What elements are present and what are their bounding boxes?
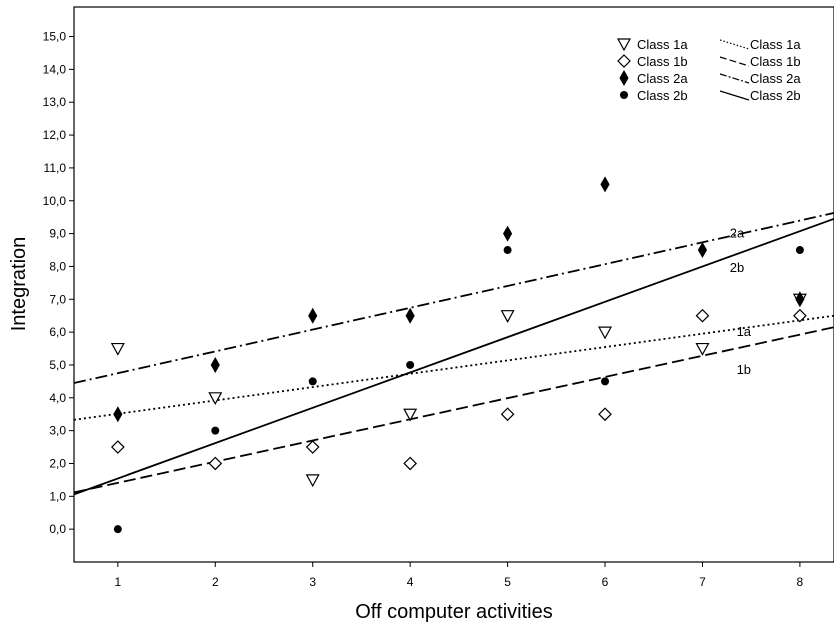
fit-line-2b xyxy=(73,217,834,496)
legend-marker-class-2a xyxy=(619,69,629,87)
legend-line-2a xyxy=(719,73,750,84)
point-class-2b xyxy=(601,377,610,386)
y-tick-label: 15,0 xyxy=(43,30,67,44)
point-class-2b xyxy=(406,360,415,369)
point-class-2b xyxy=(795,246,804,255)
y-axis: 0,0 1,0 2,0 3,0 4,0 5,0 6,0 7,0 8,0 9,0 10,0 11,0 12… xyxy=(43,30,74,536)
point-class-2b xyxy=(211,426,220,435)
fit-line-label-2b: 2b xyxy=(730,260,744,275)
fit-line-label-1a: 1a xyxy=(737,324,752,339)
y-tick-label: 9,0 xyxy=(49,227,66,241)
fit-line-label-2a: 2a xyxy=(730,226,745,241)
fit-line-label-1b: 1b xyxy=(737,362,751,377)
y-tick-label: 5,0 xyxy=(49,358,66,372)
y-tick-label: 4,0 xyxy=(49,391,66,405)
legend-line-label: Class 2b xyxy=(750,88,801,103)
plot-frame xyxy=(73,6,834,563)
y-tick-label: 0,0 xyxy=(49,522,66,536)
point-class-2a xyxy=(308,307,318,324)
fit-line-labels: 1a 1b 2a 2b xyxy=(730,226,752,377)
data-points xyxy=(110,176,807,534)
point-class-1b xyxy=(598,407,612,422)
legend-label: Class 2b xyxy=(637,88,688,103)
legend-label: Class 1a xyxy=(637,37,688,52)
legend-line-label: Class 2a xyxy=(750,71,801,86)
y-tick-label: 1,0 xyxy=(49,489,66,503)
legend-marker-class-2b xyxy=(620,91,628,99)
y-tick-label: 12,0 xyxy=(43,128,67,142)
fit-lines xyxy=(73,212,834,496)
legend-line-label: Class 1a xyxy=(750,37,801,52)
x-tick-label: 6 xyxy=(602,575,609,589)
point-class-2a xyxy=(210,356,220,373)
point-class-1a xyxy=(403,408,418,422)
y-tick-label: 8,0 xyxy=(49,259,66,273)
legend-line-1a xyxy=(719,39,750,50)
y-tick-label: 10,0 xyxy=(43,194,67,208)
y-tick-label: 2,0 xyxy=(49,456,66,470)
point-class-1a xyxy=(500,310,515,323)
y-tick-label: 14,0 xyxy=(43,62,67,76)
point-class-1a xyxy=(110,342,125,356)
point-class-1b xyxy=(110,440,125,454)
point-class-2a xyxy=(113,406,123,423)
point-class-2a xyxy=(795,291,805,308)
point-class-1b xyxy=(695,308,710,323)
x-tick-label: 1 xyxy=(115,575,122,589)
point-class-1a xyxy=(598,326,613,340)
y-tick-label: 6,0 xyxy=(49,325,66,339)
y-tick-label: 11,0 xyxy=(44,161,67,175)
y-tick-label: 13,0 xyxy=(43,95,67,109)
point-class-1b xyxy=(208,456,223,471)
point-class-1b xyxy=(500,407,515,422)
x-tick-label: 4 xyxy=(407,575,414,589)
point-class-2a xyxy=(405,307,415,324)
y-axis-title: Integration xyxy=(8,237,30,332)
y-tick-label: 7,0 xyxy=(49,292,66,306)
point-class-2b xyxy=(113,525,122,534)
point-class-1b xyxy=(305,440,320,454)
legend-line-1b xyxy=(719,56,750,67)
point-class-2b xyxy=(503,246,512,255)
x-tick-label: 5 xyxy=(504,575,511,589)
x-tick-label: 7 xyxy=(699,575,706,589)
x-tick-label: 3 xyxy=(309,575,316,589)
legend-marker-class-1a xyxy=(616,38,632,52)
point-class-2a xyxy=(503,225,513,242)
x-tick-label: 2 xyxy=(212,575,219,589)
legend-line-2b xyxy=(719,90,750,101)
fit-line-1a xyxy=(73,314,834,421)
point-class-1a xyxy=(695,342,710,356)
point-class-1a xyxy=(305,474,320,488)
x-axis-title: Off computer activities xyxy=(355,601,552,623)
legend-label: Class 2a xyxy=(637,71,688,86)
fit-line-2a xyxy=(73,212,834,384)
fit-line-1b xyxy=(73,326,834,494)
legend: Class 1a Class 1b Class 2a Class 2b Class 1a… xyxy=(616,37,801,103)
point-class-1a xyxy=(208,392,223,406)
point-class-1b xyxy=(403,456,418,471)
y-tick-label: 3,0 xyxy=(49,424,66,438)
point-class-1b xyxy=(793,308,807,323)
legend-label: Class 1b xyxy=(637,54,688,69)
x-axis: 1 2 3 4 5 6 7 8 xyxy=(115,562,804,589)
legend-line-label: Class 1b xyxy=(750,54,801,69)
point-class-2b xyxy=(308,377,317,386)
point-class-2a xyxy=(600,176,610,193)
x-tick-label: 8 xyxy=(797,575,804,589)
legend-marker-class-1b xyxy=(617,54,631,68)
point-class-2b xyxy=(698,246,707,255)
